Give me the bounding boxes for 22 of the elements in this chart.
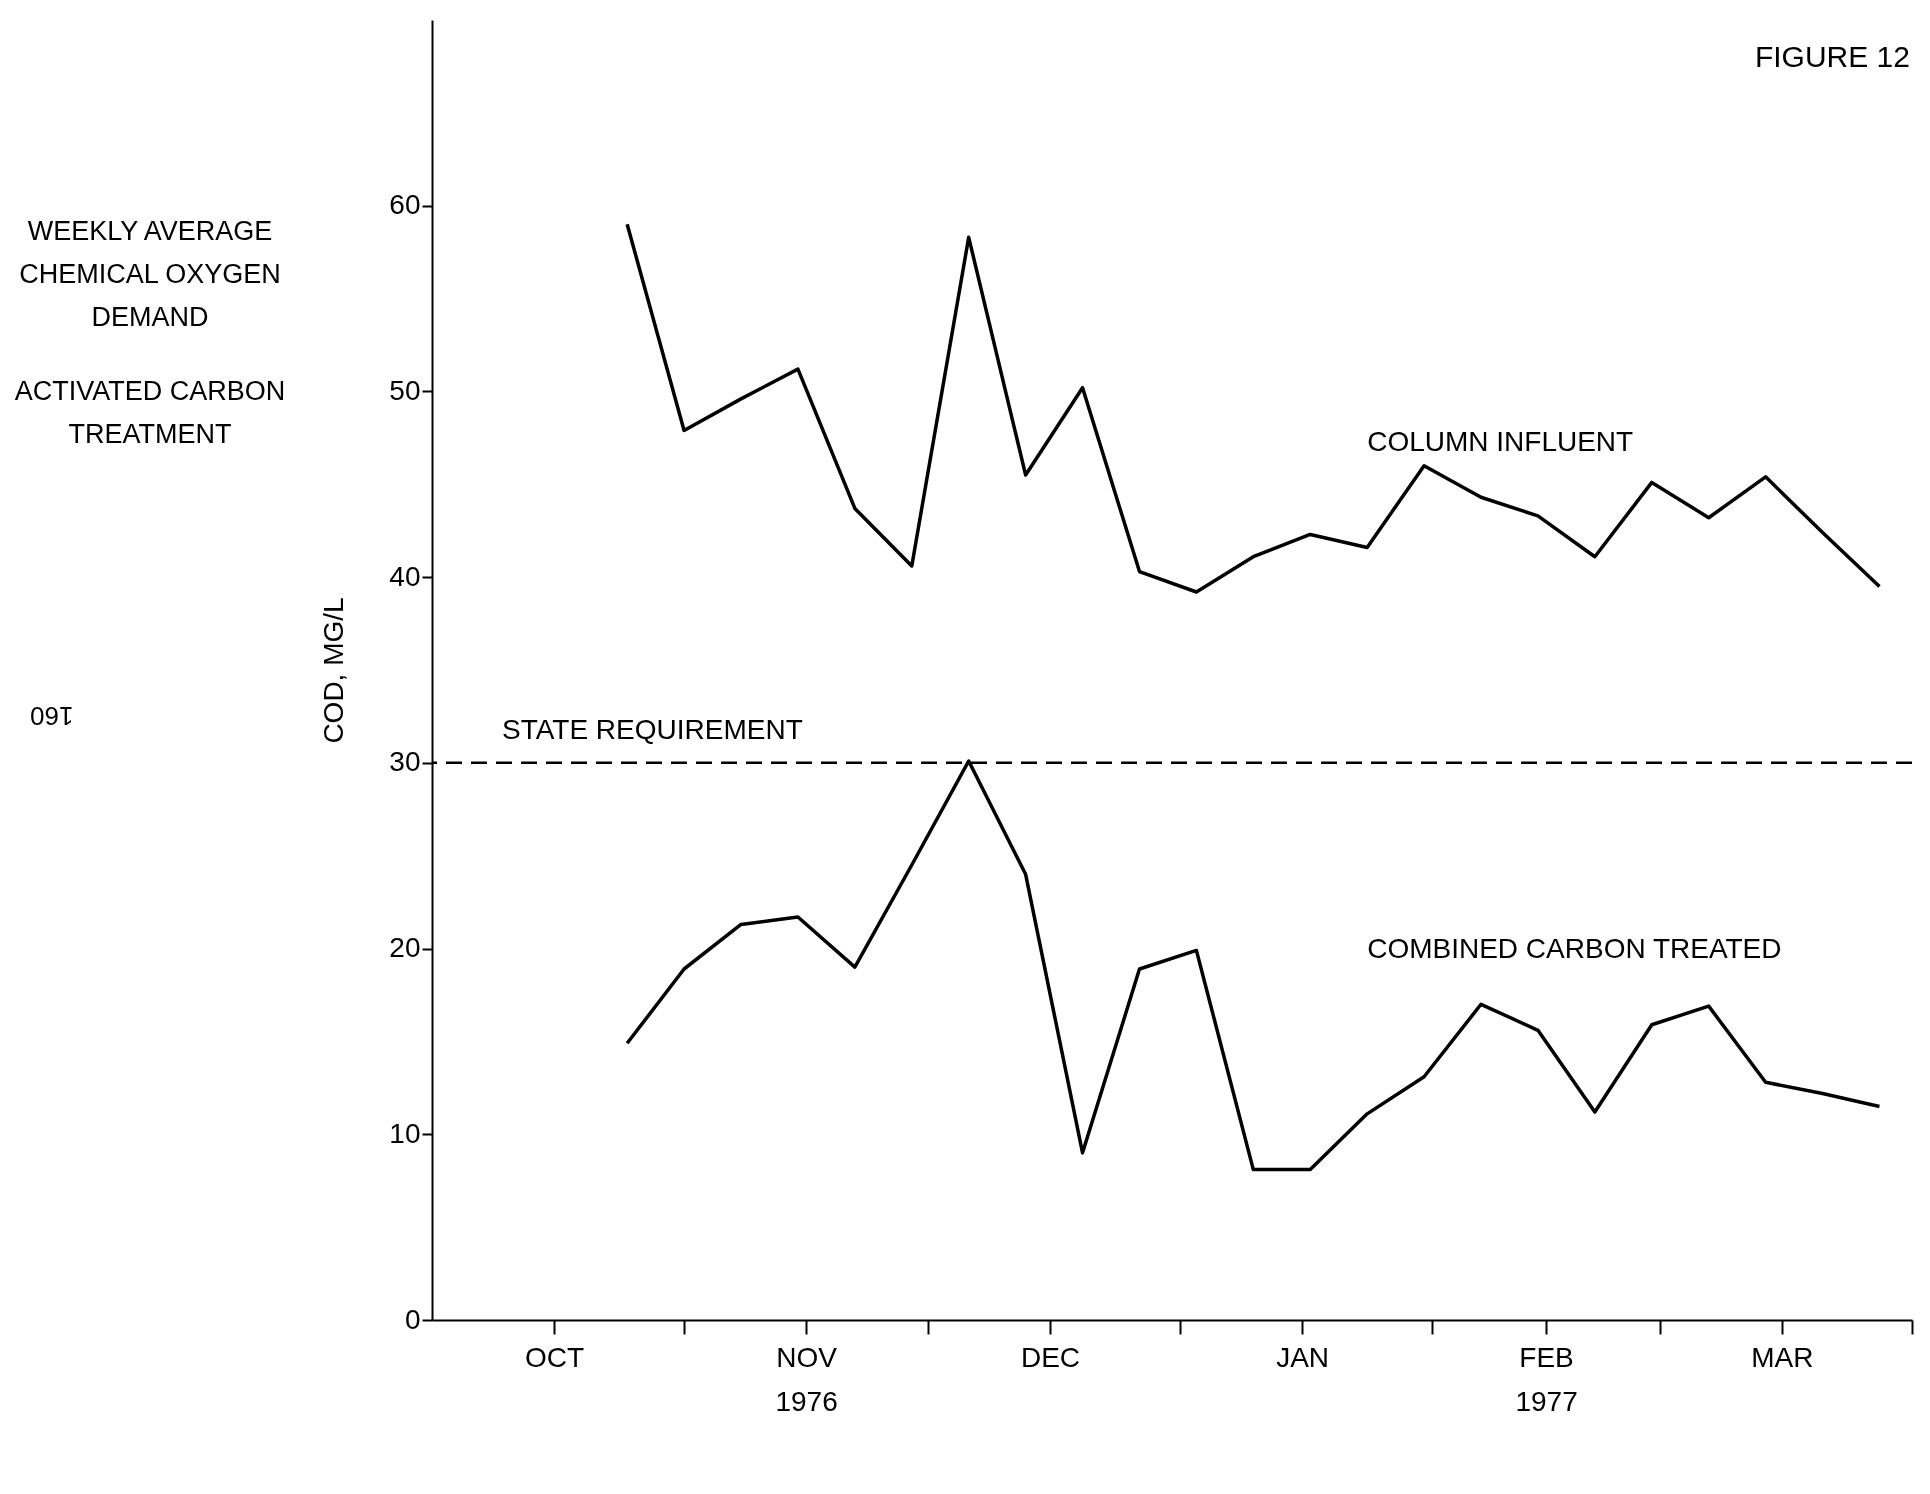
y-tick-label: 60 [389, 189, 421, 221]
text: COMBINED CARBON TREATED [1367, 932, 1782, 964]
ref-line-label: STATE REQUIREMENT [502, 713, 803, 745]
y-tick-label: 10 [389, 1117, 421, 1149]
x-tick-label: MAR [1751, 1341, 1814, 1373]
text: 160 [30, 700, 74, 731]
y-axis-title: COD, MG/L [318, 597, 350, 744]
y-tick-label: 20 [389, 932, 421, 964]
y-tick-label: 40 [389, 560, 421, 592]
annotation: FIGURE 12 [1754, 40, 1910, 74]
series-label: COLUMN INFLUENT [1367, 426, 1634, 458]
text: ACTIVATED CARBON TREATMENT [13, 374, 287, 451]
line-series [625, 222, 1882, 594]
y-tick-label: 50 [389, 374, 421, 406]
y-tick-label: 30 [389, 746, 421, 778]
x-tick-label: FEB 1977 [1515, 1341, 1578, 1417]
text: WEEKLY AVERAGE CHEMICAL OXYGEN DEMAND [18, 215, 282, 335]
x-tick-label: NOV 1976 [775, 1341, 838, 1417]
x-tick-label: DEC [1020, 1341, 1081, 1373]
x-tick-label: OCT [524, 1341, 585, 1373]
x-tick-label: JAN [1276, 1341, 1330, 1373]
y-tick-label: 0 [404, 1303, 421, 1335]
